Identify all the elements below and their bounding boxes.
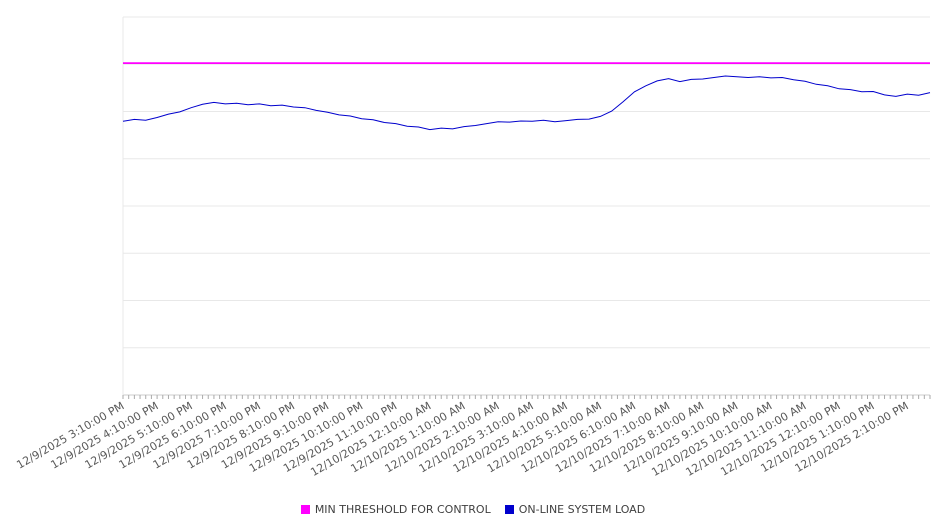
chart-legend: MIN THRESHOLD FOR CONTROL ON-LINE SYSTEM… [0,503,946,516]
legend-item-system-load[interactable]: ON-LINE SYSTEM LOAD [504,503,646,516]
legend-item-min-threshold[interactable]: MIN THRESHOLD FOR CONTROL [300,503,491,516]
legend-label-min-threshold: MIN THRESHOLD FOR CONTROL [314,503,491,516]
load-line [122,75,931,131]
x-axis-ticks [122,395,931,399]
threshold-swatch-icon [300,505,310,514]
legend-label-system-load: ON-LINE SYSTEM LOAD [518,503,646,516]
load-swatch-icon [504,505,514,514]
gridlines [122,16,930,396]
